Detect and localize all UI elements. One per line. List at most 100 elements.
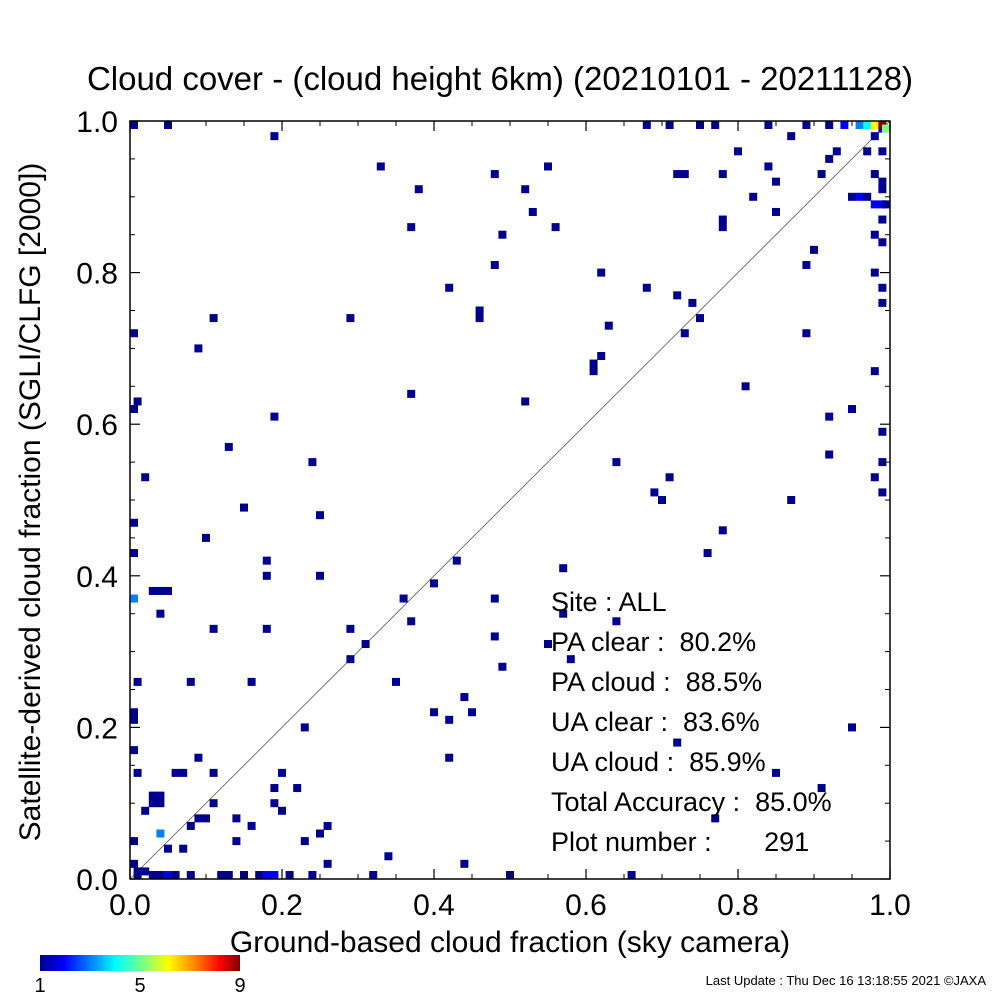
data-cell bbox=[863, 147, 872, 156]
data-cell bbox=[240, 503, 248, 512]
data-cell bbox=[376, 162, 385, 171]
data-cell bbox=[270, 132, 279, 141]
data-cell bbox=[262, 571, 271, 580]
data-cell bbox=[658, 496, 666, 504]
data-cell bbox=[650, 488, 659, 497]
data-cell bbox=[878, 185, 887, 194]
data-cell bbox=[224, 871, 233, 879]
data-cell bbox=[718, 526, 727, 535]
data-cell bbox=[316, 829, 324, 838]
data-cell bbox=[855, 192, 864, 201]
y-tick-label: 0.8 bbox=[76, 258, 118, 291]
data-cell bbox=[141, 867, 150, 876]
data-cell bbox=[224, 442, 233, 451]
reference-line bbox=[129, 120, 891, 880]
data-cell bbox=[133, 768, 142, 777]
data-cell bbox=[673, 738, 682, 747]
data-cell bbox=[787, 496, 796, 504]
data-cell bbox=[209, 314, 218, 323]
colorbar-tick-min: 1 bbox=[34, 975, 46, 997]
data-cell bbox=[878, 283, 887, 292]
data-cell bbox=[164, 844, 172, 853]
y-tick-label: 0.0 bbox=[76, 864, 118, 897]
x-tick-label: 0.0 bbox=[109, 889, 151, 922]
data-cell bbox=[764, 121, 773, 129]
data-cell bbox=[832, 147, 841, 156]
data-cell bbox=[612, 458, 621, 467]
data-cell bbox=[528, 207, 537, 216]
data-cell bbox=[171, 871, 180, 879]
data-cell bbox=[202, 814, 210, 823]
data-cell bbox=[878, 298, 887, 307]
data-cell bbox=[817, 170, 826, 179]
data-cell bbox=[255, 871, 264, 879]
data-cell bbox=[802, 261, 811, 270]
data-cell bbox=[130, 746, 138, 755]
data-cell bbox=[346, 655, 355, 664]
data-cell bbox=[399, 594, 408, 603]
data-cell bbox=[293, 784, 302, 793]
data-cell bbox=[179, 844, 188, 853]
data-cell bbox=[262, 624, 271, 633]
data-cell bbox=[247, 821, 256, 830]
stats-line: PA clear : 80.2% bbox=[551, 627, 756, 657]
data-cell bbox=[130, 518, 138, 527]
data-cell bbox=[156, 791, 165, 800]
data-cell bbox=[665, 121, 674, 129]
data-cell bbox=[521, 397, 530, 406]
data-cell bbox=[148, 871, 157, 879]
data-cell bbox=[186, 871, 195, 879]
data-cell bbox=[179, 768, 188, 777]
data-cell bbox=[270, 412, 279, 421]
data-cell bbox=[642, 283, 651, 292]
data-cell bbox=[878, 427, 887, 436]
data-cell bbox=[673, 291, 682, 300]
data-cell bbox=[262, 556, 271, 565]
data-cell bbox=[323, 859, 332, 868]
data-cell bbox=[148, 791, 157, 800]
data-cell bbox=[597, 268, 606, 277]
stats-line: UA clear : 83.6% bbox=[551, 707, 760, 737]
data-cell bbox=[186, 677, 195, 686]
data-cell bbox=[597, 351, 606, 360]
data-cell bbox=[718, 223, 727, 232]
data-cell bbox=[882, 124, 890, 133]
data-cell bbox=[194, 814, 203, 823]
chart-title: Cloud cover - (cloud height 6km) (202101… bbox=[87, 60, 913, 97]
data-cell bbox=[232, 814, 241, 823]
data-cell bbox=[870, 200, 879, 209]
data-cell bbox=[130, 549, 138, 558]
data-cell bbox=[718, 170, 727, 179]
data-cell bbox=[825, 121, 834, 129]
data-cell bbox=[270, 871, 279, 879]
data-cell bbox=[878, 147, 887, 156]
data-cell bbox=[810, 245, 818, 254]
data-cell bbox=[665, 473, 674, 482]
data-cell bbox=[445, 753, 454, 762]
data-cell bbox=[209, 799, 218, 808]
data-cell bbox=[141, 473, 150, 482]
data-cell bbox=[285, 871, 294, 879]
data-cell bbox=[361, 640, 370, 649]
data-cell bbox=[308, 871, 317, 879]
data-cell bbox=[490, 632, 499, 641]
data-cell bbox=[209, 624, 218, 633]
data-cell bbox=[734, 147, 742, 156]
data-cell bbox=[460, 859, 469, 868]
data-cell bbox=[870, 170, 879, 179]
data-cell bbox=[384, 852, 393, 861]
data-cell bbox=[848, 405, 856, 414]
data-cell bbox=[346, 624, 355, 633]
data-cell bbox=[566, 655, 575, 664]
x-tick-label: 0.8 bbox=[717, 889, 759, 922]
data-cell bbox=[764, 162, 773, 171]
data-cell bbox=[817, 784, 826, 793]
data-cell bbox=[825, 154, 834, 163]
data-cell bbox=[703, 549, 712, 558]
data-cell bbox=[741, 382, 750, 391]
data-cell bbox=[878, 458, 887, 467]
data-cell bbox=[848, 192, 856, 201]
data-cell bbox=[589, 359, 598, 368]
data-cell bbox=[148, 586, 157, 595]
